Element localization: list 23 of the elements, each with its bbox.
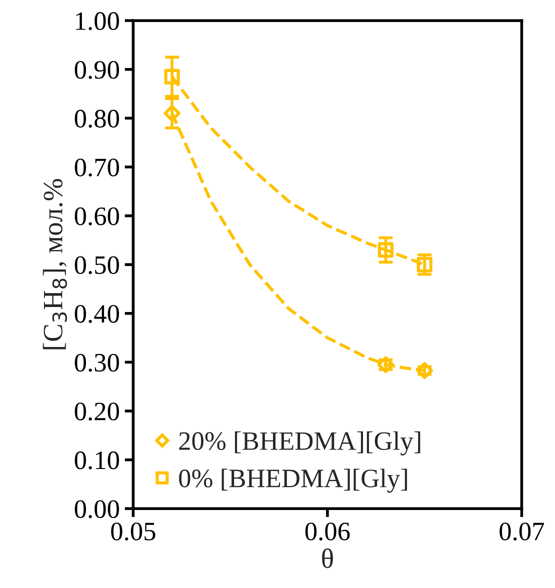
y-tick-label: 0.20 — [74, 402, 119, 421]
y-tick-label: 0.70 — [74, 158, 119, 177]
x-tick-label: 0.07 — [500, 522, 544, 540]
x-tick-label: 0.05 — [111, 522, 156, 540]
y-tick-label: 0.50 — [74, 256, 119, 274]
point — [164, 104, 180, 122]
legend-label: 20% [BHEDMA][Gly] — [179, 431, 420, 456]
point — [416, 256, 432, 272]
y-tick-label: 0.40 — [74, 305, 119, 323]
y-tick-label: 0.00 — [74, 500, 119, 518]
point — [416, 362, 433, 379]
point — [378, 242, 394, 258]
y-tick-label: 0.10 — [74, 451, 119, 470]
y-axis-title: [C$_{3}$H$_{8}$], мол.% — [42, 179, 68, 350]
x-axis-title: θ — [322, 548, 333, 568]
y-tick-label: 0.30 — [74, 354, 119, 372]
y-tick-label: 1.00 — [76, 12, 119, 30]
y-tick-label: 0.60 — [74, 207, 119, 226]
y-tick-label: 0.80 — [74, 110, 119, 128]
legend-label: 0% [BHEDMA][Gly] — [179, 468, 407, 493]
point — [164, 68, 180, 84]
y-tick-label: 0.90 — [74, 60, 119, 79]
x-tick-label: 0.06 — [305, 522, 350, 540]
